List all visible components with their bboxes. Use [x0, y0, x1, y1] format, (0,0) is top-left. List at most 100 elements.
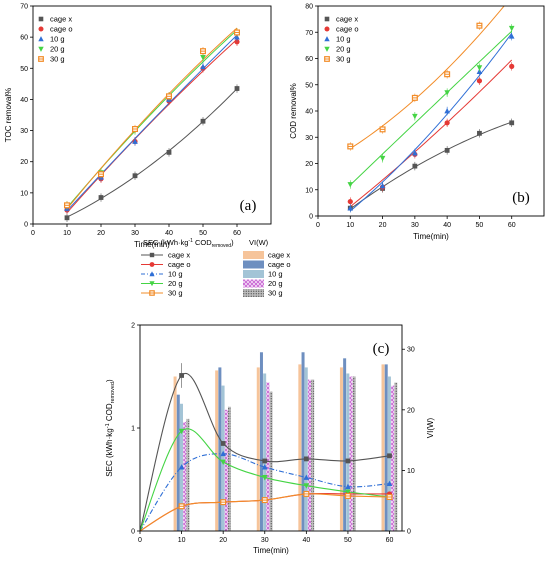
x-tick-label: 60	[508, 222, 516, 229]
sec-point-10-g	[261, 464, 268, 470]
data-point-cage-x	[477, 130, 482, 136]
data-point-cage-x	[509, 120, 515, 126]
sec-point-cage-x	[303, 456, 309, 462]
legend-label-line: cage x	[168, 251, 190, 260]
y-tick-label: 70	[20, 4, 28, 11]
legend-swatch-20-g	[243, 279, 264, 288]
y-tick-right-label: 0	[407, 529, 411, 536]
legend-label: cage o	[336, 25, 359, 34]
bar-10-g	[304, 367, 308, 531]
x-tick-label: 30	[411, 222, 419, 229]
legend-marker-cage-o	[324, 26, 330, 32]
x-tick-label: 50	[344, 537, 352, 544]
sec-point-cage-x	[262, 458, 268, 464]
legend-swatch-cage-x	[243, 251, 264, 259]
bar-30-g	[227, 406, 231, 531]
fit-line-cage-o	[349, 59, 513, 208]
legend-marker-10-g	[149, 271, 155, 277]
data-point-cage-o	[509, 63, 515, 69]
x-axis-label: Time(min)	[413, 232, 449, 241]
x-tick-label: 10	[63, 230, 71, 237]
legend-label: cage x	[336, 15, 358, 24]
sec-point-20-g	[261, 475, 268, 481]
panel-label: (a)	[240, 198, 257, 214]
sec-point-20-g	[220, 459, 226, 465]
sec-point-20-g	[178, 428, 185, 435]
fit-line-20-g	[66, 29, 238, 209]
panel-label: (c)	[373, 341, 390, 357]
y-axis-label: COD removal%	[289, 83, 298, 139]
y-tick-label: 10	[305, 187, 313, 194]
sec-point-10-g	[220, 450, 226, 457]
bar-10-g	[346, 373, 350, 531]
fit-line-10-g	[349, 32, 513, 212]
bar-30-g	[394, 382, 398, 531]
data-point-cage-x	[200, 118, 206, 124]
y-tick-label: 70	[305, 30, 313, 37]
legend-label: 30 g	[336, 55, 351, 64]
y-axis-label-left: SEC (kWh·kg-1 CODremoved)	[105, 379, 116, 477]
y-tick-label: 10	[20, 190, 28, 197]
legend-title-part: removed	[212, 243, 232, 249]
y-tick-label: 40	[20, 97, 28, 104]
y-tick-right-label: 30	[407, 347, 415, 354]
bar-10-g	[221, 385, 225, 531]
data-point-10-g	[379, 182, 386, 189]
fit-line-20-g	[349, 30, 513, 186]
legend-label-line: 10 g	[168, 270, 183, 279]
y-tick-label: 30	[305, 135, 313, 142]
x-tick-label: 20	[97, 230, 105, 237]
legend-label: cage o	[50, 25, 73, 34]
x-tick-label: 40	[443, 222, 451, 229]
legend-label: 10 g	[50, 35, 65, 44]
data-point-20-g	[347, 182, 354, 188]
bar-group	[173, 352, 398, 531]
fit-line-30-g	[350, 6, 505, 150]
data-point-cage-x	[166, 149, 172, 155]
legend-swatch-10-g	[243, 270, 264, 278]
y-axis-label-part: )	[105, 379, 114, 382]
data-point-10-g	[234, 34, 240, 40]
data-point-20-g	[412, 113, 418, 120]
sec-point-cage-x	[345, 458, 351, 464]
data-point-cage-x	[64, 215, 70, 221]
x-tick-label: 0	[316, 222, 320, 229]
sec-point-10-g	[303, 474, 310, 480]
bar-20-g	[391, 385, 395, 531]
bar-cage-o	[384, 364, 388, 531]
sec-point-cage-x	[387, 453, 392, 459]
legend-swatch-cage-o	[243, 260, 264, 269]
y-tick-label: 60	[305, 56, 313, 63]
y-tick-right-label: 20	[407, 407, 415, 414]
data-point-cage-x	[234, 86, 240, 91]
x-axis-label: Time(min)	[253, 546, 289, 555]
sec-point-20-g	[303, 483, 310, 489]
x-tick-label: 30	[261, 537, 269, 544]
data-point-cage-o	[444, 120, 450, 126]
y-axis-label-part: SEC (kWh·kg	[105, 428, 114, 476]
plot-frame	[317, 5, 545, 217]
y-tick-label: 60	[20, 35, 28, 42]
x-tick-label: 10	[178, 537, 186, 544]
legend-title-part: SEC (kWh·kg	[143, 238, 188, 247]
panel-label: (b)	[512, 190, 530, 206]
legend-marker-cage-x	[38, 16, 44, 22]
bar-cage-x	[381, 364, 385, 531]
legend-label-bar: 30 g	[268, 289, 283, 298]
legend-label-bar: cage x	[268, 251, 290, 260]
y-axis-label-part: -1	[105, 423, 111, 428]
x-tick-label: 10	[346, 222, 354, 229]
legend-marker-cage-x	[149, 252, 155, 258]
legend-title-left: SEC (kWh·kg-1 CODremoved)	[143, 238, 234, 249]
data-point-cage-x	[444, 147, 450, 153]
x-tick-label: 0	[31, 230, 35, 237]
data-point-10-g	[347, 205, 354, 211]
data-point-20-g	[379, 155, 386, 162]
y-tick-label: 20	[20, 159, 28, 166]
y-tick-left-label: 1	[131, 426, 135, 433]
bar-20-g	[224, 409, 228, 531]
x-tick-label: 0	[138, 537, 142, 544]
y-tick-label: 20	[305, 161, 313, 168]
